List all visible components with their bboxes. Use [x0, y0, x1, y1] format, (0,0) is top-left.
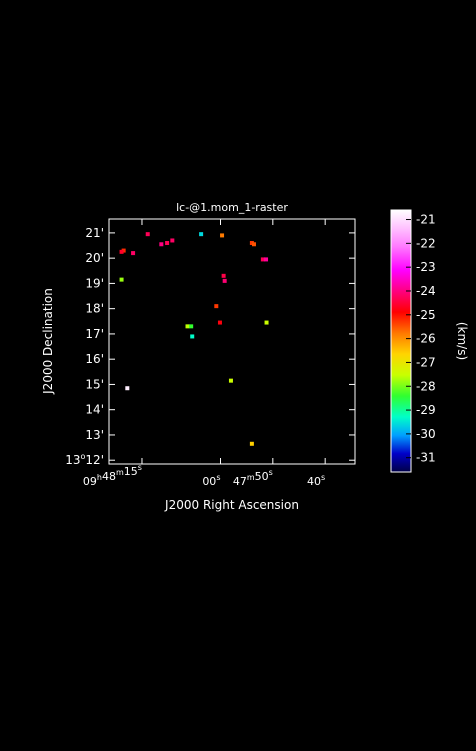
map-pixel	[170, 238, 175, 243]
colorbar-tick-label: -29	[416, 403, 436, 417]
colorbar-ticks: -21 -22 -23 -24 -25 -26 -27 -28 -29 -30 -31	[406, 213, 436, 465]
colorbar-tick-label: -26	[416, 332, 436, 346]
map-pixel	[125, 386, 130, 391]
plot-frame	[108, 218, 356, 465]
map-pixel	[249, 240, 254, 245]
map-pixel	[228, 378, 233, 383]
y-tick-label: 16'	[85, 352, 104, 366]
colorbar-tick-label: -25	[416, 308, 436, 322]
map-pixel	[214, 304, 219, 309]
map-pixel	[145, 232, 150, 237]
image-pixels	[119, 232, 269, 446]
chart-title: lc-@1.mom_1-raster	[176, 201, 288, 214]
map-pixel	[119, 249, 124, 254]
x-tick-label: 09h48m15s	[83, 463, 142, 488]
map-pixel	[185, 324, 190, 329]
x-tick-label: 47m50s	[233, 468, 273, 488]
colorbar-tick-label: -27	[416, 355, 436, 369]
y-tick-label: 19'	[85, 276, 104, 290]
y-axis-label: J2000 Declination	[41, 288, 55, 395]
y-tick-label: 14'	[85, 403, 104, 417]
y-tick-label: 18'	[85, 302, 104, 316]
map-pixel	[249, 441, 254, 446]
colorbar-tick-label: -28	[416, 379, 436, 393]
colorbar-label: (km/s)	[455, 322, 469, 360]
colorbar-tick-label: -24	[416, 284, 436, 298]
y-tick-label: 21'	[85, 226, 104, 240]
colorbar-tick-label: -22	[416, 236, 436, 250]
y-tick-label: 15'	[85, 377, 104, 391]
x-tick-label: 40s	[307, 473, 325, 488]
y-ticks: 21' 20' 19' 18' 17' 16' 15' 14' 13' 13o12'	[65, 226, 355, 467]
map-pixel	[221, 273, 226, 278]
map-pixel	[189, 324, 194, 329]
map-pixel	[131, 251, 136, 256]
map-pixel	[260, 257, 265, 262]
x-tick-label: 00s	[202, 473, 220, 488]
y-tick-label: 17'	[85, 327, 104, 341]
y-tick-label: 13o12'	[65, 452, 104, 467]
x-ticks: 09h48m15s 00s 47m50s 40s	[83, 219, 326, 488]
colorbar-tick-label: -30	[416, 427, 436, 441]
colorbar-tick-label: -23	[416, 260, 436, 274]
map-pixel	[251, 242, 256, 247]
map-pixel	[264, 320, 269, 325]
colorbar-tick-label: -31	[416, 451, 436, 465]
map-pixel	[222, 278, 227, 283]
map-pixel	[264, 257, 269, 262]
map-pixel	[159, 242, 164, 247]
map-pixel	[165, 240, 170, 245]
map-pixel	[217, 320, 222, 325]
map-pixel	[220, 233, 225, 238]
map-pixel	[121, 248, 126, 253]
colorbar-tick-label: -21	[416, 213, 436, 227]
x-axis-label: J2000 Right Ascension	[164, 498, 299, 512]
y-tick-label: 20'	[85, 251, 104, 265]
colorbar	[390, 209, 412, 473]
map-pixel	[199, 232, 204, 237]
map-pixel	[190, 334, 195, 339]
y-tick-label: 13'	[85, 428, 104, 442]
map-pixel	[119, 277, 124, 282]
